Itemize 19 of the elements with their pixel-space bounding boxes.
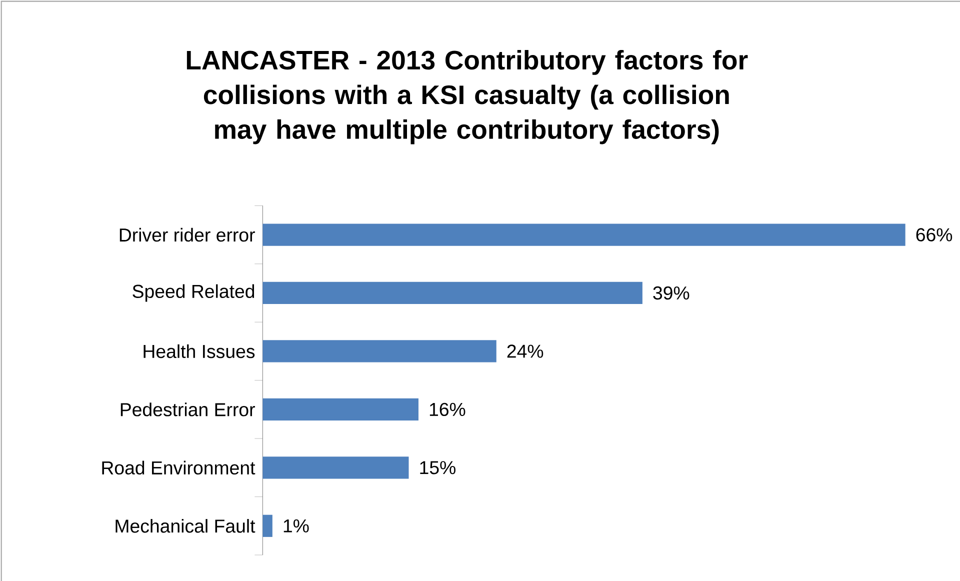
data-label: 1% xyxy=(284,519,309,532)
bar xyxy=(262,224,906,246)
y-tick-label: Road Environment xyxy=(102,460,256,475)
data-label: 16% xyxy=(430,402,466,416)
bar xyxy=(262,282,642,304)
bar xyxy=(262,456,409,479)
chart-title: LANCASTER - 2013 Contributory factors for collisions with a KSI casualty (a collision may have multiple contributory factors) xyxy=(186,50,748,144)
data-label: 39% xyxy=(653,286,690,300)
data-label: 66% xyxy=(916,228,952,242)
y-tick-label: Pedestrian Error xyxy=(120,402,255,416)
y-tick-label: Mechanical Fault xyxy=(116,519,256,533)
y-tick-label: Health Issues xyxy=(144,344,255,358)
y-tick-label: Driver rider error xyxy=(120,228,255,242)
bar xyxy=(262,340,496,362)
bar xyxy=(262,514,272,537)
data-label: 15% xyxy=(420,461,456,474)
y-tick-label: Speed Related xyxy=(132,284,254,302)
data-label: 24% xyxy=(507,344,544,358)
bar xyxy=(262,398,418,420)
